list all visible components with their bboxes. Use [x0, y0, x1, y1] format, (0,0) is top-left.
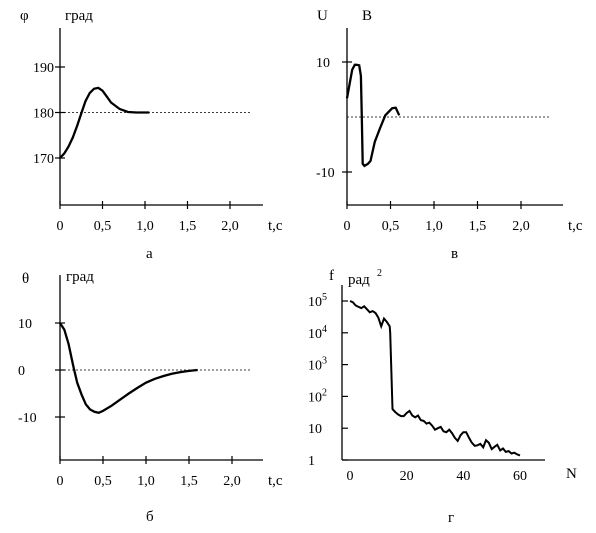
panel-v-x-tick-label: 2,0 — [512, 219, 530, 234]
panel-g-x-tick-label: 0 — [347, 469, 354, 484]
panel-b-ylabel-unit: град — [66, 269, 94, 285]
panel-a-x-tick-label: 0 — [57, 219, 64, 234]
panel-g-caption: г — [448, 510, 454, 526]
panel-b-x-tick-label: 1,0 — [137, 474, 155, 489]
panel-b-x-tick-label: 1,5 — [180, 474, 198, 489]
panel-g-y-tick-label: 103 — [308, 356, 327, 374]
panel-b-caption: б — [146, 509, 154, 525]
panel-v-x-tick-label: 0,5 — [382, 219, 400, 234]
panel-a-series-line — [59, 86, 150, 159]
panel-v-x-tick-label: 0 — [344, 219, 351, 234]
panel-b-y-tick-label: -10 — [18, 411, 37, 426]
panel-b-y-tick-label: 10 — [18, 317, 32, 332]
panel-a-caption: а — [146, 246, 153, 262]
panel-a-y-tick-label: 190 — [33, 61, 54, 76]
panel-g-y-tick-label: 102 — [308, 387, 327, 405]
panel-a-x-tick-label: 0,5 — [94, 219, 112, 234]
panel-a-x-tick-label: 2,0 — [221, 219, 239, 234]
panel-a-y-tick-label: 170 — [33, 152, 54, 167]
panel-g-series-line — [349, 300, 521, 457]
panel-v-y-tick-label: -10 — [316, 166, 335, 181]
panel-v-xlabel: t,c — [568, 218, 583, 234]
panel-a-x-tick-label: 1,5 — [179, 219, 197, 234]
panel-g-ylabel-unit: рад — [348, 272, 370, 288]
panel-g-x-tick-label: 60 — [513, 469, 527, 484]
panel-v-y-tick-label: 10 — [316, 56, 330, 71]
panel-v-ylabel-symbol: U — [317, 8, 328, 24]
panel-g-y-tick-label: 105 — [308, 292, 327, 310]
panel-v: U В t,c в 10 -10 0 0,5 1,0 1,5 2,0 — [316, 8, 583, 262]
panel-b-x-tick-label: 2,0 — [223, 474, 241, 489]
panel-a-ylabel-unit: град — [65, 8, 93, 24]
panel-v-series-line — [345, 63, 401, 168]
panel-b-x-tick-label: 0 — [57, 474, 64, 489]
panel-v-ylabel-unit: В — [362, 8, 372, 24]
panel-a-ylabel-symbol: φ — [20, 8, 29, 24]
panel-v-x-tick-label: 1,0 — [425, 219, 443, 234]
panel-g-y-tick-label: 104 — [308, 324, 327, 342]
panel-a-x-tick-label: 1,0 — [136, 219, 154, 234]
panel-g-x-tick-label: 40 — [456, 469, 470, 484]
panel-a-y-tick-label: 180 — [33, 107, 54, 122]
panel-g-xlabel: N — [566, 466, 577, 482]
panel-a: φ град t,c а 190 180 170 0 0,5 1,0 1,5 2,0 — [20, 8, 283, 262]
panel-b-series-line — [59, 322, 198, 415]
panel-g-y-tick-label: 1 — [308, 454, 315, 469]
panel-g-x-tick-label: 20 — [400, 469, 414, 484]
panel-b-ylabel-symbol: θ — [22, 271, 29, 287]
panel-b-xlabel: t,c — [268, 473, 283, 489]
panel-b: θ град t,c б 10 0 -10 0 0,5 1,0 1,5 2,0 — [18, 269, 283, 525]
panel-a-xlabel: t,c — [268, 218, 283, 234]
panel-g-ylabel-unit-sup: 2 — [377, 268, 382, 279]
panel-g-y-tick-label: 10 — [308, 422, 322, 437]
panel-g-ylabel-symbol: f — [329, 268, 334, 284]
panel-v-caption: в — [451, 246, 458, 262]
panel-b-y-tick-label: 0 — [18, 364, 25, 379]
panel-v-x-tick-label: 1,5 — [469, 219, 487, 234]
panel-b-x-tick-label: 0,5 — [94, 474, 112, 489]
